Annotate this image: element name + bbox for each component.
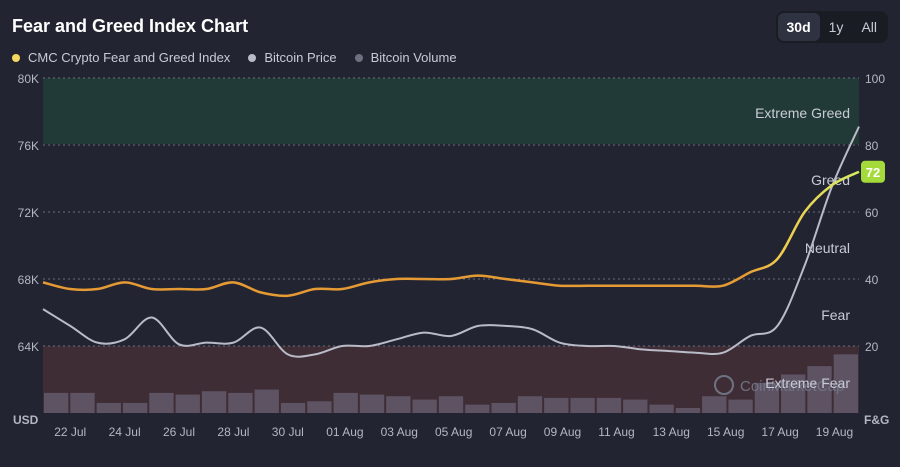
- volume-bar: [754, 382, 780, 413]
- legend-label-fng: CMC Crypto Fear and Greed Index: [28, 50, 231, 65]
- volume-bar: [44, 392, 69, 413]
- zone-label-greed: Greed: [811, 172, 850, 188]
- volume-bar: [149, 392, 174, 413]
- legend-dot-price: [248, 53, 257, 62]
- watermark: CoinMarketCap: [714, 375, 844, 395]
- x-axis-tick: 01 Aug: [326, 425, 363, 439]
- volume-bars: [44, 354, 858, 413]
- range-button-1y[interactable]: 1y: [828, 19, 844, 35]
- volume-bar: [675, 407, 701, 413]
- legend-item-volume[interactable]: Bitcoin Volume: [354, 50, 457, 65]
- coinmarketcap-logo-icon: [714, 375, 734, 395]
- legend-item-price[interactable]: Bitcoin Price: [248, 50, 337, 65]
- zone-label-extreme-fear: Extreme Fear: [765, 375, 850, 391]
- volume-bar: [807, 366, 832, 413]
- left-axis-tick: 80K: [18, 72, 39, 86]
- badge-value: 72: [866, 165, 880, 180]
- volume-bar: [596, 397, 622, 413]
- volume-bar: [96, 402, 121, 413]
- right-axis-unit: F&G: [864, 413, 889, 427]
- volume-bar: [386, 396, 411, 413]
- volume-bar: [254, 389, 279, 413]
- x-axis-tick: 15 Aug: [707, 425, 744, 439]
- volume-bar: [544, 397, 569, 413]
- volume-bar: [833, 354, 858, 413]
- bitcoin-price-line: [42, 126, 860, 358]
- left-axis-tick: 64K: [18, 340, 39, 354]
- volume-bar: [649, 404, 674, 413]
- volume-bar: [122, 402, 148, 413]
- volume-bar: [517, 396, 543, 413]
- x-axis-tick: 11 Aug: [598, 425, 634, 439]
- left-axis-tick: 68K: [18, 273, 39, 287]
- series-lines: [42, 126, 860, 358]
- fear-greed-line: [42, 170, 860, 298]
- left-axis-tick: 76K: [18, 139, 39, 153]
- grid-lines: [43, 77, 859, 347]
- x-axis-tick: 13 Aug: [653, 425, 690, 439]
- zone-labels: Extreme Greed Greed Neutral Fear Extreme…: [755, 105, 850, 391]
- x-axis-tick: 09 Aug: [544, 425, 581, 439]
- volume-bar: [702, 396, 727, 413]
- x-axis-tick: 19 Aug: [816, 425, 853, 439]
- volume-bar: [280, 402, 306, 413]
- volume-bar: [359, 394, 385, 413]
- volume-bar: [570, 397, 595, 413]
- chart-legend: CMC Crypto Fear and Greed Index Bitcoin …: [12, 50, 457, 65]
- right-axis-tick: 40: [865, 273, 879, 287]
- badge-background: [861, 160, 885, 183]
- x-axis-tick: 05 Aug: [435, 425, 472, 439]
- x-axis-tick: 22 Jul: [54, 425, 86, 439]
- legend-item-fng[interactable]: CMC Crypto Fear and Greed Index: [12, 50, 230, 65]
- volume-bar: [491, 402, 516, 413]
- legend-label-price: Bitcoin Price: [264, 50, 337, 65]
- volume-bar: [70, 392, 95, 413]
- left-axis-tick: 72K: [18, 206, 39, 220]
- volume-bar: [412, 399, 437, 413]
- right-axis-tick: 100: [865, 72, 885, 86]
- volume-bar: [201, 391, 227, 413]
- legend-label-volume: Bitcoin Volume: [370, 50, 457, 65]
- x-axis-tick: 30 Jul: [272, 425, 304, 439]
- zone-label-fear: Fear: [821, 307, 850, 323]
- volume-bar: [781, 374, 806, 413]
- zone-label-extreme-greed: Extreme Greed: [755, 105, 850, 121]
- volume-bar: [175, 394, 200, 413]
- x-axis-tick: 28 Jul: [217, 425, 249, 439]
- volume-bar: [438, 396, 464, 413]
- current-value-badge: 72: [861, 160, 885, 183]
- axis-ticks: 80K 76K 72K 68K 64K 100 80 60 40 20 22 Jul 24 Jul 26…: [18, 72, 886, 439]
- volume-bar: [465, 404, 490, 413]
- zone-extreme-greed-band: [43, 78, 859, 144]
- range-button-30d[interactable]: 30d: [777, 13, 820, 41]
- legend-dot-volume: [354, 53, 363, 62]
- x-axis-tick: 24 Jul: [109, 425, 141, 439]
- x-axis-tick: 07 Aug: [489, 425, 526, 439]
- range-button-all[interactable]: All: [861, 19, 877, 35]
- chart-title: Fear and Greed Index Chart: [12, 16, 249, 36]
- x-axis-tick: 17 Aug: [761, 425, 798, 439]
- zone-label-neutral: Neutral: [805, 240, 850, 256]
- volume-bar: [728, 399, 753, 413]
- right-axis-tick: 20: [865, 340, 879, 354]
- watermark-text: CoinMarketCap: [740, 378, 844, 395]
- x-axis-tick: 03 Aug: [381, 425, 418, 439]
- right-axis-tick: 60: [865, 206, 879, 220]
- x-axis-tick: 26 Jul: [163, 425, 195, 439]
- volume-bar: [228, 392, 253, 413]
- volume-bar: [333, 392, 358, 413]
- range-selector: 30d 1y All: [775, 11, 888, 43]
- volume-bar: [307, 401, 332, 413]
- volume-bar: [623, 399, 648, 413]
- legend-dot-fng: [12, 53, 20, 62]
- left-axis-unit: USD: [13, 413, 39, 427]
- right-axis-tick: 80: [865, 139, 879, 153]
